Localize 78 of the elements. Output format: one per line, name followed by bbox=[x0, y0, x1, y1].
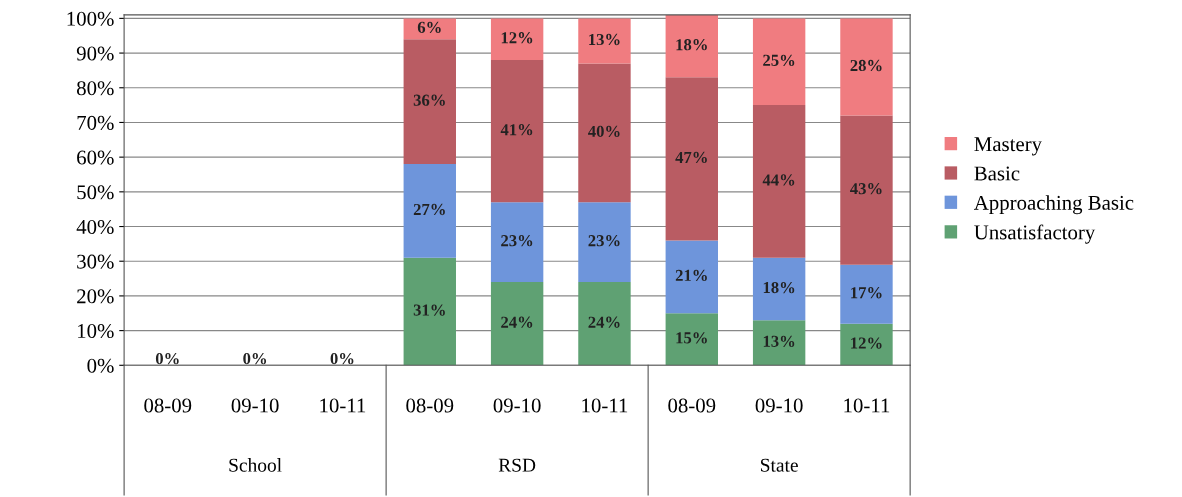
data-label: 47% bbox=[675, 151, 707, 164]
data-label: 36% bbox=[413, 94, 445, 106]
bar bbox=[752, 320, 806, 366]
x-tick-label: 09-10 bbox=[493, 398, 541, 413]
data-label: 25% bbox=[763, 54, 795, 66]
y-tick-label: 70% bbox=[77, 115, 114, 130]
data-label: 18% bbox=[676, 39, 707, 51]
y-tick-label: 60% bbox=[77, 150, 114, 165]
bar bbox=[578, 18, 631, 64]
data-label: 41% bbox=[500, 124, 533, 136]
bar bbox=[840, 264, 893, 324]
bar bbox=[840, 323, 893, 366]
bar bbox=[403, 18, 456, 40]
bar bbox=[403, 39, 456, 165]
data-label: 0% bbox=[330, 353, 354, 365]
data-label: 12% bbox=[851, 337, 882, 349]
bar bbox=[403, 257, 456, 366]
data-label: 44% bbox=[762, 174, 795, 186]
text: RSD bbox=[498, 458, 536, 472]
data-label: 6% bbox=[417, 21, 441, 34]
bar bbox=[840, 115, 893, 265]
legend-label: Approaching Basic bbox=[973, 195, 1134, 215]
data-label: 23% bbox=[501, 235, 533, 247]
y-tick-label: 30% bbox=[77, 254, 114, 269]
data-label: 40% bbox=[588, 125, 620, 138]
bar bbox=[578, 63, 631, 203]
legend-label: Unsatisfactory bbox=[974, 224, 1096, 244]
data-label: 12% bbox=[501, 32, 533, 44]
y-tick-label: 90% bbox=[76, 46, 114, 61]
bar bbox=[490, 202, 544, 283]
x-tick-label: 10-11 bbox=[844, 398, 890, 413]
bar bbox=[665, 77, 718, 241]
data-label: 13% bbox=[763, 335, 795, 347]
data-label: 0% bbox=[243, 353, 267, 365]
x-tick-label: 09-10 bbox=[755, 398, 803, 413]
y-tick-label: 10% bbox=[78, 323, 114, 339]
data-label: 21% bbox=[675, 269, 707, 282]
bar bbox=[752, 257, 806, 321]
text: School bbox=[229, 458, 282, 472]
bar bbox=[403, 164, 456, 258]
data-label: 18% bbox=[763, 281, 795, 294]
y-tick-label: 80% bbox=[77, 81, 114, 96]
data-label: 17% bbox=[851, 287, 882, 299]
bar bbox=[752, 105, 806, 258]
x-tick-label: 10-11 bbox=[320, 398, 366, 413]
bar bbox=[578, 202, 631, 283]
data-label: 0% bbox=[155, 353, 179, 365]
x-tick-label: 08-09 bbox=[406, 398, 454, 413]
y-tick-label: 20% bbox=[77, 289, 114, 304]
data-label: 27% bbox=[413, 203, 445, 216]
bar bbox=[490, 60, 544, 203]
bar bbox=[752, 18, 806, 106]
x-tick-label: 08-09 bbox=[668, 398, 716, 413]
legend-label: Mastery bbox=[974, 137, 1042, 156]
bar bbox=[665, 313, 718, 366]
data-label: 24% bbox=[501, 316, 533, 328]
y-tick-label: 50% bbox=[77, 185, 114, 200]
bar bbox=[840, 18, 893, 116]
data-label: 24% bbox=[588, 316, 620, 328]
data-label: 23% bbox=[588, 235, 620, 247]
bar bbox=[665, 240, 718, 314]
data-label: 13% bbox=[589, 33, 620, 46]
data-label: 43% bbox=[850, 183, 882, 195]
legend-label: Basic bbox=[974, 166, 1020, 181]
x-tick-label: 10-11 bbox=[582, 398, 628, 413]
y-tick-label: 0% bbox=[87, 358, 114, 373]
data-label: 31% bbox=[413, 304, 445, 316]
bar bbox=[665, 14, 718, 78]
bar bbox=[490, 282, 544, 366]
bar bbox=[578, 282, 631, 366]
data-label: 28% bbox=[850, 59, 882, 72]
bar bbox=[490, 18, 544, 61]
data-label: 15% bbox=[676, 332, 707, 344]
x-tick-label: 08-09 bbox=[144, 398, 192, 413]
y-tick-label: 40% bbox=[76, 219, 114, 235]
text: State bbox=[761, 458, 798, 472]
x-tick-label: 09-10 bbox=[231, 398, 279, 413]
y-tick-label: 100% bbox=[67, 11, 114, 26]
